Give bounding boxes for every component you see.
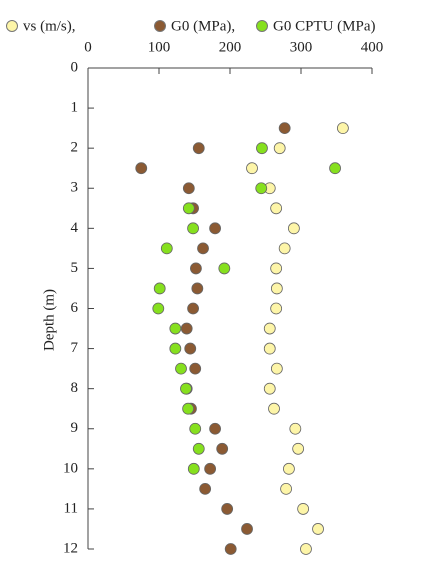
point: [180, 322, 193, 335]
point: [192, 442, 205, 455]
point: [292, 442, 305, 455]
legend-marker: [154, 20, 166, 32]
point: [175, 362, 187, 375]
point: [187, 302, 199, 315]
point: [169, 342, 182, 355]
point: [224, 543, 237, 555]
point: [209, 422, 221, 435]
y-tick-label: 2: [71, 140, 79, 156]
y-tick-label: 9: [71, 420, 79, 436]
point: [289, 422, 302, 435]
point: [287, 222, 300, 235]
x-tick-label: 100: [148, 39, 171, 55]
point: [283, 462, 295, 475]
legend-label: vs (m/s),: [23, 18, 76, 34]
point: [270, 362, 283, 375]
point: [270, 262, 283, 275]
point: [153, 282, 166, 295]
point: [182, 202, 195, 215]
point: [192, 142, 205, 155]
point: [209, 222, 221, 235]
point: [189, 362, 202, 375]
y-tick-label: 8: [71, 380, 79, 396]
x-tick-label: 200: [219, 39, 242, 55]
point: [216, 442, 229, 455]
point: [300, 543, 312, 555]
point: [268, 402, 280, 415]
point: [270, 302, 283, 315]
y-tick-label: 0: [71, 59, 79, 75]
y-tick-label: 6: [71, 300, 79, 316]
point: [255, 182, 268, 195]
x-tick-label: 0: [84, 39, 92, 55]
point: [135, 162, 148, 175]
point: [297, 503, 310, 515]
point: [263, 342, 276, 355]
point: [221, 503, 234, 515]
point: [152, 302, 165, 315]
point: [191, 282, 204, 295]
point: [280, 482, 292, 495]
point: [263, 322, 276, 335]
point: [199, 482, 212, 495]
legend-marker: [6, 20, 18, 32]
point: [184, 342, 197, 355]
point: [187, 462, 200, 475]
y-tick-label: 3: [71, 180, 79, 196]
point: [218, 262, 231, 275]
legend-label: G0 (MPa),: [171, 18, 235, 34]
legend-label: G0 CPTU (MPa): [273, 18, 376, 34]
point: [187, 222, 199, 235]
y-axis-label: Depth (m): [41, 289, 57, 351]
point: [336, 122, 349, 135]
point: [256, 142, 268, 155]
point: [278, 242, 291, 255]
y-tick-label: 7: [71, 340, 79, 356]
x-tick-label: 300: [290, 39, 313, 55]
point: [189, 422, 202, 435]
point: [270, 202, 283, 215]
y-tick-label: 4: [71, 220, 79, 236]
point: [160, 242, 173, 255]
point: [197, 242, 209, 255]
y-tick-label: 10: [63, 460, 78, 476]
point: [204, 462, 217, 475]
point: [180, 382, 192, 395]
point: [246, 162, 258, 175]
point: [182, 402, 195, 415]
point: [273, 142, 286, 155]
point: [169, 322, 182, 335]
point: [278, 122, 291, 135]
point: [263, 382, 276, 395]
point: [182, 182, 195, 195]
point: [241, 523, 253, 535]
x-tick-label: 400: [361, 39, 384, 55]
legend-marker: [256, 20, 268, 32]
y-tick-label: 1: [71, 100, 79, 116]
y-tick-label: 5: [71, 260, 79, 276]
y-tick-label: 12: [63, 540, 78, 556]
point: [312, 523, 324, 535]
y-tick-label: 11: [64, 500, 78, 516]
point: [270, 282, 283, 295]
point: [329, 162, 341, 175]
point: [190, 262, 202, 275]
